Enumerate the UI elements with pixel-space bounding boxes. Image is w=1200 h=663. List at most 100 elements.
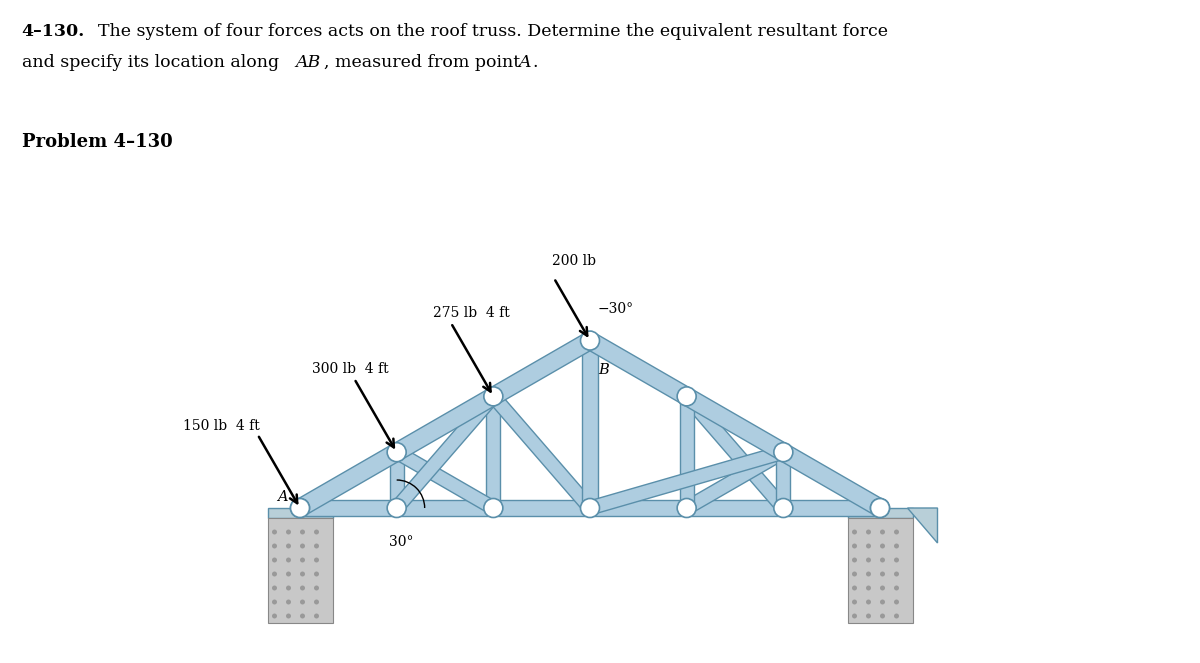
Text: A: A: [277, 490, 288, 504]
Text: , measured from point: , measured from point: [324, 54, 526, 72]
Circle shape: [272, 530, 277, 534]
Circle shape: [894, 599, 899, 605]
Polygon shape: [776, 452, 791, 508]
Circle shape: [894, 613, 899, 619]
Circle shape: [870, 499, 889, 518]
Circle shape: [677, 499, 696, 518]
Circle shape: [484, 499, 503, 518]
Text: AB: AB: [295, 54, 320, 72]
Circle shape: [314, 544, 319, 548]
Circle shape: [852, 599, 857, 605]
Circle shape: [286, 613, 292, 619]
Circle shape: [866, 530, 871, 534]
Circle shape: [286, 572, 292, 577]
Circle shape: [300, 585, 305, 591]
Polygon shape: [300, 501, 880, 516]
Circle shape: [880, 599, 886, 605]
Circle shape: [290, 499, 310, 518]
Polygon shape: [847, 518, 912, 623]
Circle shape: [581, 331, 600, 350]
Circle shape: [894, 544, 899, 548]
Text: 300 lb  4 ft: 300 lb 4 ft: [312, 361, 389, 375]
Circle shape: [880, 572, 886, 577]
Circle shape: [300, 530, 305, 534]
Circle shape: [286, 599, 292, 605]
Polygon shape: [486, 396, 500, 508]
Polygon shape: [847, 508, 912, 518]
Polygon shape: [907, 508, 937, 543]
Circle shape: [852, 572, 857, 577]
Circle shape: [774, 499, 793, 518]
Circle shape: [581, 499, 600, 518]
Polygon shape: [682, 392, 788, 512]
Text: 150 lb  4 ft: 150 lb 4 ft: [182, 420, 259, 434]
Circle shape: [286, 585, 292, 591]
Polygon shape: [390, 452, 403, 508]
Polygon shape: [586, 333, 884, 516]
Text: Problem 4–130: Problem 4–130: [22, 133, 173, 151]
Circle shape: [880, 530, 886, 534]
Polygon shape: [488, 392, 595, 512]
Circle shape: [852, 544, 857, 548]
Polygon shape: [268, 518, 332, 623]
Circle shape: [314, 558, 319, 562]
Circle shape: [880, 585, 886, 591]
Circle shape: [880, 613, 886, 619]
Text: −30°: −30°: [598, 302, 634, 316]
Circle shape: [866, 558, 871, 562]
Circle shape: [300, 544, 305, 548]
Circle shape: [272, 572, 277, 577]
Circle shape: [852, 558, 857, 562]
Circle shape: [866, 585, 871, 591]
Circle shape: [866, 599, 871, 605]
Circle shape: [314, 530, 319, 534]
Polygon shape: [582, 341, 598, 508]
Polygon shape: [391, 392, 499, 512]
Circle shape: [286, 558, 292, 562]
Text: 30°: 30°: [390, 535, 414, 549]
Text: A: A: [518, 54, 530, 72]
Circle shape: [290, 499, 310, 518]
Circle shape: [388, 499, 406, 518]
Circle shape: [388, 443, 406, 461]
Circle shape: [866, 544, 871, 548]
Circle shape: [272, 613, 277, 619]
Circle shape: [894, 530, 899, 534]
Circle shape: [894, 572, 899, 577]
Polygon shape: [295, 333, 594, 516]
Circle shape: [870, 499, 889, 518]
Circle shape: [677, 387, 696, 406]
Circle shape: [852, 613, 857, 619]
Text: 200 lb: 200 lb: [552, 254, 596, 268]
Circle shape: [300, 599, 305, 605]
Text: The system of four forces acts on the roof truss. Determine the equivalent resul: The system of four forces acts on the ro…: [98, 23, 888, 40]
Circle shape: [866, 613, 871, 619]
Circle shape: [314, 572, 319, 577]
Circle shape: [314, 613, 319, 619]
Circle shape: [272, 599, 277, 605]
Circle shape: [880, 544, 886, 548]
Polygon shape: [394, 446, 497, 514]
Polygon shape: [683, 446, 787, 514]
Polygon shape: [588, 446, 785, 514]
Text: and specify its location along: and specify its location along: [22, 54, 284, 72]
Circle shape: [852, 585, 857, 591]
Circle shape: [314, 599, 319, 605]
Circle shape: [894, 585, 899, 591]
Circle shape: [484, 387, 503, 406]
Circle shape: [880, 558, 886, 562]
Circle shape: [272, 544, 277, 548]
Circle shape: [894, 558, 899, 562]
Text: 4–130.: 4–130.: [22, 23, 85, 40]
Circle shape: [300, 572, 305, 577]
Circle shape: [286, 530, 292, 534]
Circle shape: [852, 530, 857, 534]
Polygon shape: [679, 396, 694, 508]
Circle shape: [300, 613, 305, 619]
Circle shape: [300, 558, 305, 562]
Circle shape: [286, 544, 292, 548]
Text: .: .: [533, 54, 539, 72]
Circle shape: [272, 558, 277, 562]
Circle shape: [774, 443, 793, 461]
Circle shape: [314, 585, 319, 591]
